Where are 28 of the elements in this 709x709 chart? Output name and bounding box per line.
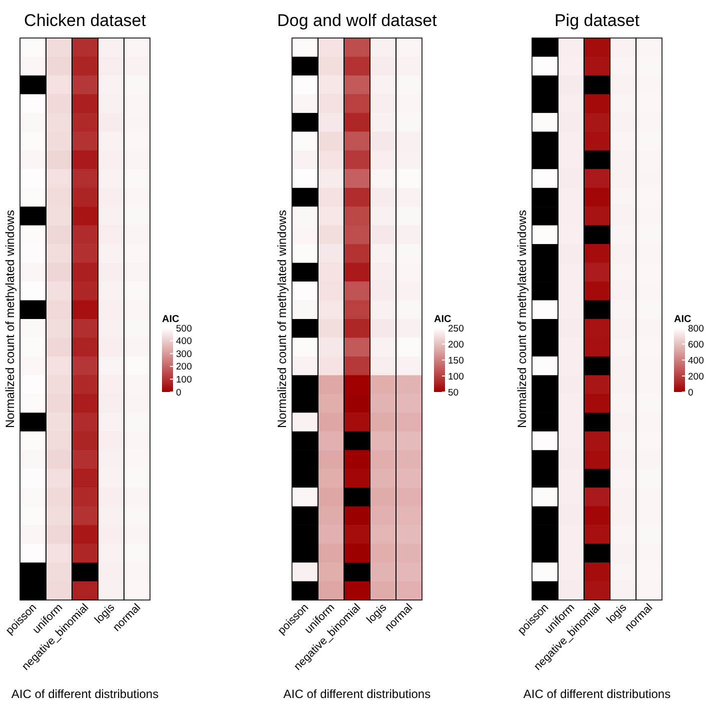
color-bar-label: 50 <box>448 387 459 398</box>
color-bar-title: AIC <box>162 314 180 325</box>
color-bar-title: AIC <box>674 314 692 325</box>
color-bar-label: 200 <box>688 371 704 382</box>
chart-title: Pig dataset <box>554 11 640 30</box>
y-axis-title: Normalized count of methylated windows <box>3 210 17 428</box>
color-bar-label: 0 <box>176 387 182 398</box>
color-bar-label: 500 <box>176 323 192 334</box>
color-bar-label: 200 <box>176 362 192 373</box>
x-axis-title: AIC of different distributions <box>523 687 671 701</box>
color-bar-label: 400 <box>176 336 192 348</box>
color-bar-label: 800 <box>688 323 704 334</box>
color-bar-label: 0 <box>688 387 694 398</box>
color-bar-label: 250 <box>448 323 464 334</box>
color-bar-label: 400 <box>688 355 704 366</box>
x-axis-title: AIC of different distributions <box>283 687 431 701</box>
color-bar-label: 100 <box>448 371 464 382</box>
x-axis-title: AIC of different distributions <box>11 687 159 701</box>
y-axis-title: Normalized count of methylated windows <box>275 210 289 428</box>
chart-title: Dog and wolf dataset <box>277 11 438 30</box>
color-bar-label: 300 <box>176 348 192 360</box>
color-bar-label: 200 <box>448 339 464 350</box>
color-bar-label: 600 <box>688 339 704 350</box>
chart-title: Chicken dataset <box>24 11 146 30</box>
y-axis-title: Normalized count of methylated windows <box>515 210 529 428</box>
color-bar-title: AIC <box>434 314 452 325</box>
color-bar-label: 100 <box>176 374 192 386</box>
color-bar-label: 150 <box>448 355 464 366</box>
